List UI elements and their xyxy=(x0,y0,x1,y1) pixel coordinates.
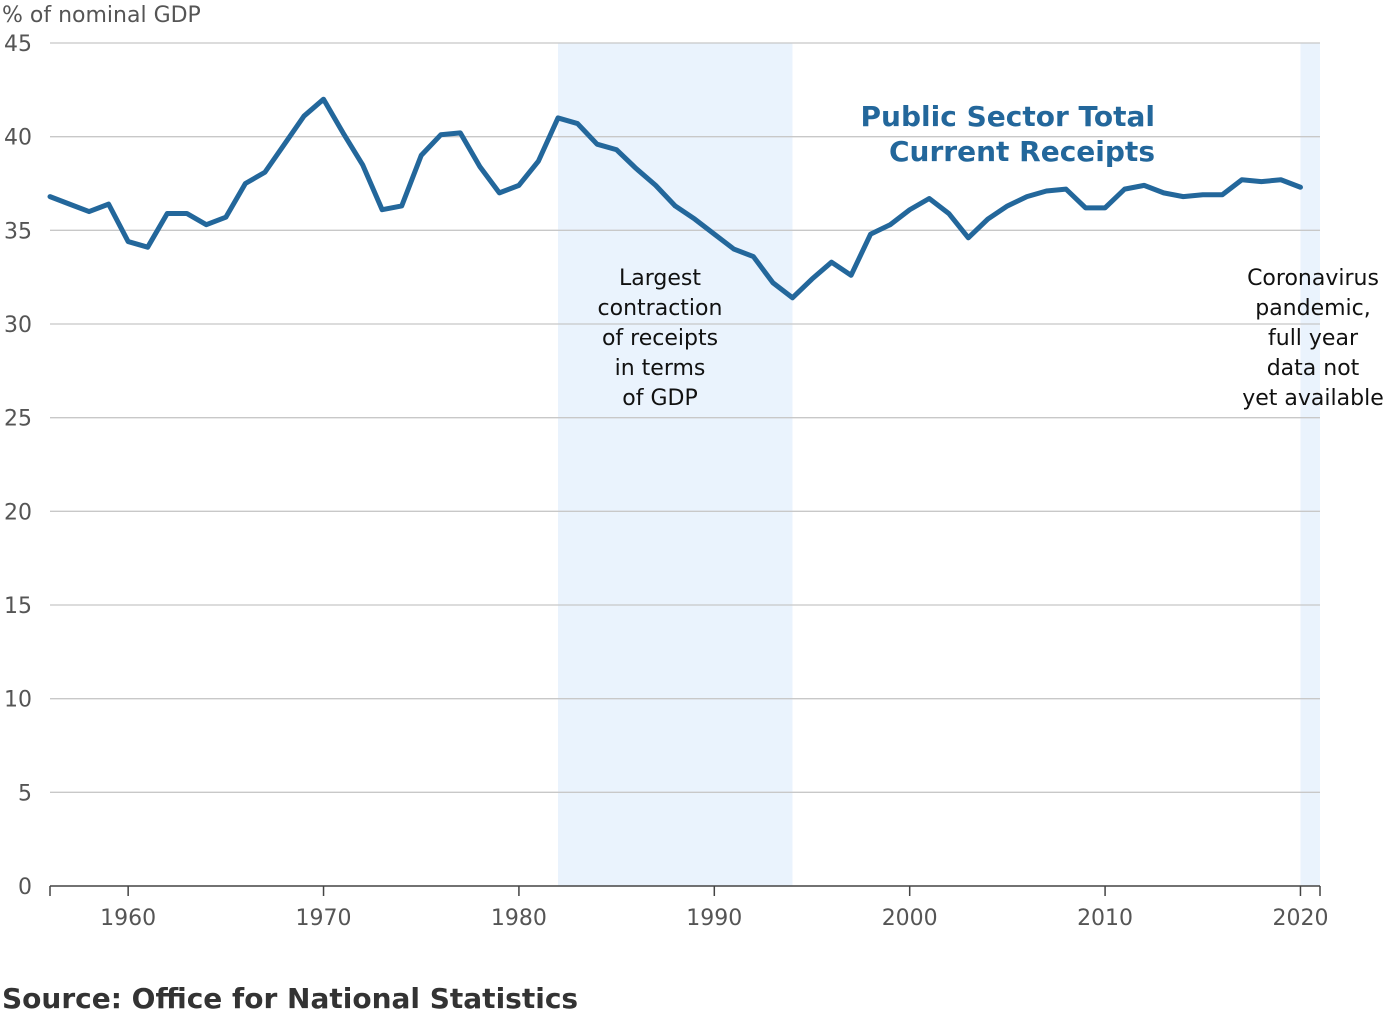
shaded-region-1 xyxy=(1300,43,1320,886)
pandemic-annotation-line-0: Coronavirus xyxy=(1247,266,1379,291)
x-tick-label-1970: 1970 xyxy=(296,906,352,931)
contraction-annotation-line-0: Largest xyxy=(619,266,701,291)
x-tick-label-2010: 2010 xyxy=(1077,906,1133,931)
source-note: Source: Office for National Statistics xyxy=(2,982,579,1015)
annotation-largest-contraction: Largest contraction of receipts in terms of … xyxy=(598,266,723,411)
contraction-annotation-line-2: of receipts xyxy=(602,326,718,351)
pandemic-annotation-line-4: yet available xyxy=(1242,386,1383,411)
x-tick-label-2000: 2000 xyxy=(882,906,938,931)
x-tick-label-2020: 2020 xyxy=(1272,906,1328,931)
contraction-annotation-line-3: in terms xyxy=(615,356,706,381)
contraction-annotation-line-1: contraction xyxy=(598,296,723,321)
y-tick-label-25: 25 xyxy=(4,407,32,432)
pandemic-annotation-line-2: full year xyxy=(1268,326,1359,351)
series-label-line-0: Public Sector Total xyxy=(861,100,1155,133)
series-line-receipts xyxy=(47,96,1303,301)
axes xyxy=(49,885,1321,896)
y-axis-label: % of nominal GDP xyxy=(2,3,201,28)
y-tick-label-45: 45 xyxy=(4,32,32,57)
y-tick-label-20: 20 xyxy=(4,500,32,525)
y-axis-ticks: 0 5 10 15 20 25 30 35 40 45 xyxy=(4,32,32,900)
y-tick-label-40: 40 xyxy=(4,126,32,151)
x-tick-label-1980: 1980 xyxy=(491,906,547,931)
receipts-line-chart: 0 5 10 15 20 25 30 35 40 45 1960 1970 1980 1990 2000 2… xyxy=(2,3,1384,931)
y-tick-label-30: 30 xyxy=(4,313,32,338)
contraction-annotation-line-4: of GDP xyxy=(622,386,697,411)
annotation-coronavirus-pandemic: Coronavirus pandemic, full year data not yet… xyxy=(1242,266,1383,411)
series-label-line-1: Current Receipts xyxy=(889,135,1155,168)
x-tick-label-1960: 1960 xyxy=(100,906,156,931)
pandemic-annotation-line-3: data not xyxy=(1267,356,1360,381)
shaded-region-0 xyxy=(558,43,793,886)
y-tick-label-0: 0 xyxy=(18,875,32,900)
x-axis-ticks: 1960 1970 1980 1990 2000 2010 2020 xyxy=(100,886,1328,931)
pandemic-annotation-line-1: pandemic, xyxy=(1255,296,1371,321)
y-tick-label-10: 10 xyxy=(4,688,32,713)
y-tick-label-5: 5 xyxy=(18,781,32,806)
shaded-regions xyxy=(558,43,1320,886)
gridlines xyxy=(50,42,1320,793)
x-tick-label-1990: 1990 xyxy=(686,906,742,931)
y-tick-label-15: 15 xyxy=(4,594,32,619)
y-tick-label-35: 35 xyxy=(4,219,32,244)
